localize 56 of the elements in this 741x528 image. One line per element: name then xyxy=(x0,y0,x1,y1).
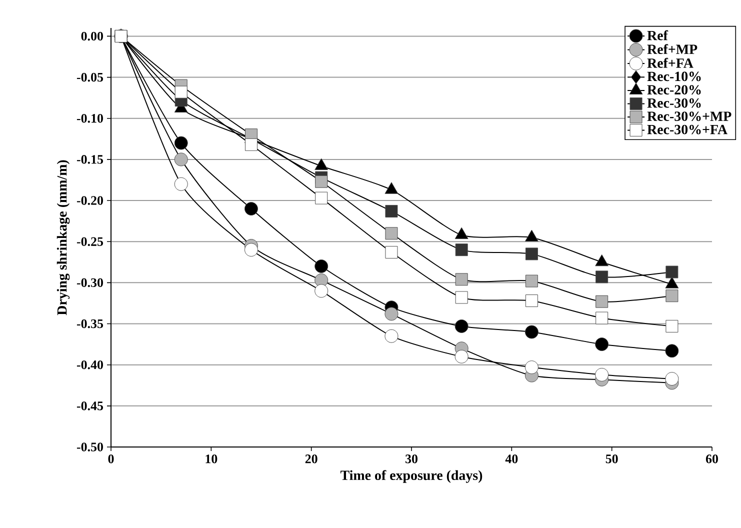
point xyxy=(455,273,468,286)
x-tick-label: 50 xyxy=(606,454,618,464)
point xyxy=(596,295,608,308)
point xyxy=(665,344,679,358)
x-tick-label: 10 xyxy=(206,454,218,464)
point xyxy=(385,204,398,218)
y-tick-label: -0.20 xyxy=(76,196,103,205)
legend-label: Rec-10% xyxy=(647,72,701,82)
point xyxy=(525,274,538,288)
point xyxy=(174,152,188,166)
x-tick-label: 40 xyxy=(505,454,518,464)
point xyxy=(525,248,538,260)
point xyxy=(596,270,608,284)
y-tick-label: -0.40 xyxy=(76,360,103,370)
point xyxy=(524,360,538,374)
x-tick-label: 20 xyxy=(305,454,318,464)
legend-label: Rec-30% xyxy=(647,98,701,108)
y-tick-label: -0.15 xyxy=(76,155,104,164)
y-tick-label: -0.25 xyxy=(76,237,104,246)
point xyxy=(384,307,398,321)
point xyxy=(314,260,328,274)
y-tick-label: -0.05 xyxy=(76,72,104,82)
point xyxy=(665,372,679,386)
point xyxy=(524,325,538,339)
y-tick-label: -0.30 xyxy=(76,278,103,288)
x-tick-label: 0 xyxy=(108,454,114,464)
legend-label: Rec-30%+MP xyxy=(647,112,732,122)
y-tick-label: -0.50 xyxy=(76,442,103,452)
point xyxy=(244,243,258,257)
y-axis-title: Drying shrinkage (mm/m) xyxy=(56,160,70,316)
point xyxy=(244,138,258,151)
x-tick-label: 60 xyxy=(706,454,718,464)
point xyxy=(244,202,258,216)
point xyxy=(455,244,468,256)
y-tick-label: -0.45 xyxy=(76,402,104,410)
legend-label: Ref+FA xyxy=(647,58,694,68)
legend-label: Ref xyxy=(647,30,668,40)
y-tick-label: 0.00 xyxy=(81,32,103,41)
y-tick-label: -0.35 xyxy=(76,319,104,328)
point xyxy=(595,368,609,382)
point xyxy=(385,227,398,240)
legend-label: Ref+MP xyxy=(647,44,698,54)
point xyxy=(174,136,188,150)
legend-label: Rec-30%+FA xyxy=(647,124,728,134)
legend-label: Rec-20% xyxy=(647,85,701,95)
point xyxy=(174,86,188,98)
point xyxy=(315,175,328,188)
point xyxy=(314,273,328,287)
point xyxy=(595,338,609,352)
x-tick-label: 30 xyxy=(406,454,418,464)
x-axis-title: Time of exposure (days) xyxy=(340,470,482,483)
point xyxy=(666,266,678,278)
y-tick-label: -0.10 xyxy=(76,114,103,123)
point xyxy=(454,319,468,333)
point xyxy=(454,350,468,364)
point xyxy=(666,290,678,302)
